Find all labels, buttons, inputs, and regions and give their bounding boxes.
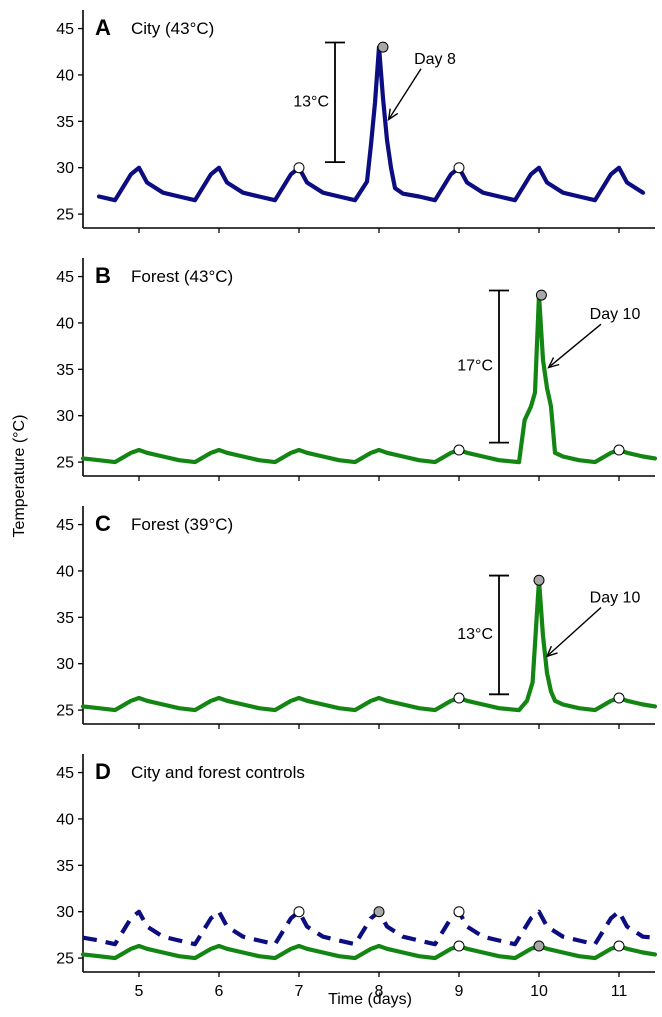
y-tick-label: 30 [56, 408, 74, 425]
panels-layer: 25 30 35 40 45 A City (43°C) 13°C Day 8 25 30 35 40 4… [56, 10, 658, 1000]
arrow-label: Day 10 [590, 306, 641, 323]
panel-title: Forest (43°C) [131, 267, 233, 286]
y-tick-label: 45 [56, 21, 74, 38]
panel-b: 25 30 35 40 45 B Forest (43°C) 17°C Day 10 [56, 258, 658, 481]
y-tick-label: 40 [56, 315, 74, 332]
y-tick-label: 40 [56, 563, 74, 580]
reference-point [453, 940, 465, 952]
range-bar-label: 13°C [293, 93, 329, 110]
panel-letter: C [95, 511, 111, 536]
y-tick-label: 25 [56, 207, 74, 224]
y-tick-label: 30 [56, 656, 74, 673]
range-bar-label: 13°C [457, 626, 493, 643]
arrow-head [547, 357, 560, 369]
panel-c: 25 30 35 40 45 C Forest (39°C) 13°C Day 10 [56, 506, 658, 729]
peak-point [535, 289, 547, 301]
y-tick-label: 45 [56, 765, 74, 782]
reference-point [293, 906, 305, 918]
x-tick-label: 10 [530, 983, 548, 1000]
x-tick-label: 7 [295, 983, 304, 1000]
series-line-solid-0 [80, 293, 658, 465]
panel-letter: B [95, 263, 111, 288]
series-line-solid-1 [80, 943, 658, 961]
y-tick-label: 25 [56, 951, 74, 968]
y-tick-label: 30 [56, 904, 74, 921]
panel-letter: A [95, 15, 111, 40]
arrow-line [546, 606, 602, 657]
reference-point [613, 940, 625, 952]
reference-point [613, 692, 625, 704]
peak-point [533, 574, 545, 586]
x-tick-label: 11 [611, 983, 628, 1000]
y-tick-label: 40 [56, 811, 74, 828]
y-tick-label: 25 [56, 703, 74, 720]
y-tick-label: 45 [56, 517, 74, 534]
y-tick-label: 30 [56, 160, 74, 177]
reference-point [613, 444, 625, 456]
peak-point [373, 906, 385, 918]
reference-point [293, 162, 305, 174]
arrow-line [548, 323, 602, 369]
y-tick-label: 45 [56, 269, 74, 286]
x-axis-title: Time (days) [328, 991, 412, 1008]
reference-point [453, 692, 465, 704]
reference-point [453, 444, 465, 456]
peak-point [533, 940, 545, 952]
arrow-label: Day 10 [590, 589, 641, 606]
panel-a: 25 30 35 40 45 A City (43°C) 13°C Day 8 [56, 10, 655, 233]
x-tick-label: 9 [455, 983, 464, 1000]
reference-point [453, 906, 465, 918]
reference-point [453, 162, 465, 174]
peak-point [377, 41, 389, 53]
x-tick-label: 5 [135, 983, 144, 1000]
panel-title: City and forest controls [131, 763, 305, 782]
x-tick-label: 8 [375, 983, 384, 1000]
series-line-solid-0 [80, 578, 658, 713]
y-tick-label: 35 [56, 610, 74, 627]
arrow-label: Day 8 [414, 51, 456, 68]
x-tick-label: 6 [215, 983, 224, 1000]
arrow-head [387, 108, 399, 121]
series-line-solid-0 [96, 44, 646, 203]
panel-title: City (43°C) [131, 19, 214, 38]
y-axis-title: Temperature (°C) [11, 415, 28, 538]
range-bar-label: 17°C [457, 358, 493, 375]
panel-letter: D [95, 759, 111, 784]
y-tick-label: 35 [56, 858, 74, 875]
y-tick-label: 25 [56, 455, 74, 472]
y-tick-label: 35 [56, 362, 74, 379]
panel-title: Forest (39°C) [131, 515, 233, 534]
y-tick-label: 40 [56, 67, 74, 84]
series-line-dashed-0 [82, 909, 656, 947]
arrow-line [388, 68, 422, 120]
panel-d: 25 30 35 40 45 5 6 7 8 9 10 11 D City and forest cont… [56, 754, 658, 1000]
y-tick-label: 35 [56, 114, 74, 131]
arrow-head [545, 645, 558, 658]
